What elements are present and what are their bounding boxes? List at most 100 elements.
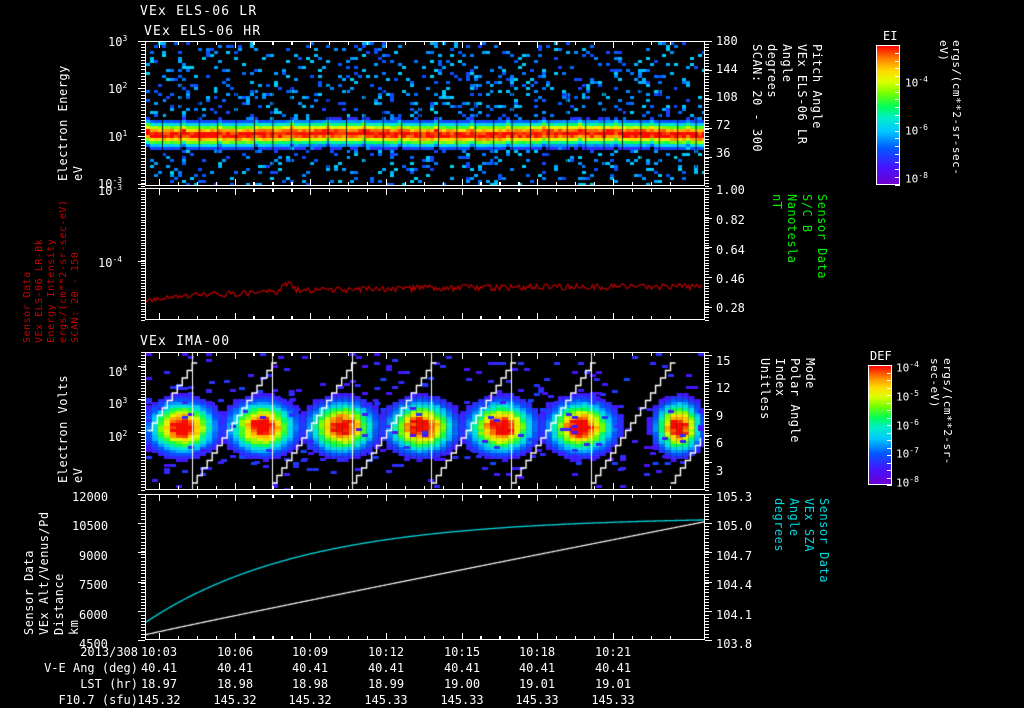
x-minor-tick [348, 353, 349, 356]
panel2-energy-intensity-plot[interactable] [145, 188, 705, 320]
x-minor-tick [292, 182, 293, 185]
x-minor-tick [556, 189, 557, 192]
x-minor-tick [500, 486, 501, 489]
x-minor-tick [273, 636, 274, 639]
x-minor-tick [651, 316, 652, 319]
x-major-tick [613, 189, 614, 195]
x-major-tick [462, 189, 463, 195]
panel1-electron-energy-spectrogram[interactable] [145, 41, 705, 186]
x-minor-tick [178, 42, 179, 45]
x-minor-tick [519, 189, 520, 192]
cbar-minor-tick [895, 99, 900, 100]
x-minor-tick [178, 353, 179, 356]
panel3-left-axis-label: Electron Volts eV [56, 358, 85, 483]
panel1-left-tick-1000: 103 [108, 34, 128, 49]
x-major-tick [537, 42, 538, 48]
panel1-right-axis-label-line5: SCAN: 20 - 300 [750, 44, 764, 153]
panel3-right-axis-label: Mode Polar Angle Index Unitless [758, 358, 817, 483]
x-major-tick [310, 189, 311, 195]
x-minor-tick [556, 495, 557, 498]
x-minor-tick [273, 42, 274, 45]
major-tick [705, 381, 712, 382]
x-minor-tick [273, 486, 274, 489]
x-minor-tick [424, 42, 425, 45]
x-major-tick [386, 189, 387, 195]
major-tick [705, 582, 712, 583]
footer-cell-times-6: 10:21 [594, 645, 632, 659]
x-minor-tick [291, 495, 292, 498]
panel2-right-axis-label-line2: S/C B [800, 194, 814, 233]
major-tick [705, 99, 712, 100]
x-minor-tick [443, 189, 444, 192]
x-minor-tick [273, 316, 274, 319]
x-major-tick [613, 42, 614, 48]
major-tick [138, 432, 145, 433]
x-minor-tick [272, 189, 273, 192]
colorbar-ei-unit-text: ergs/(cm**2-sr-sec-eV) [937, 40, 963, 176]
x-minor-tick [272, 486, 273, 489]
x-minor-tick [292, 636, 293, 639]
x-major-tick [613, 313, 614, 319]
x-minor-tick [253, 353, 254, 356]
major-tick [138, 582, 145, 583]
panel4-right-axis-label-line3: Angle [787, 498, 801, 537]
x-minor-tick [405, 486, 406, 489]
x-minor-tick [273, 189, 274, 192]
x-major-tick [613, 633, 614, 639]
footer-cell-times-2: 10:09 [291, 645, 329, 659]
x-minor-tick [253, 189, 254, 192]
x-minor-tick [481, 486, 482, 489]
x-minor-tick [424, 486, 425, 489]
major-tick [705, 435, 712, 436]
x-minor-tick [292, 316, 293, 319]
x-minor-tick [348, 189, 349, 192]
x-minor-tick [216, 495, 217, 498]
footer-cell-times-1: 10:06 [216, 645, 254, 659]
major-tick [705, 70, 712, 71]
x-minor-tick [254, 182, 255, 185]
major-tick [138, 41, 145, 42]
x-minor-tick [481, 42, 482, 45]
x-minor-tick [556, 486, 557, 489]
x-minor-tick [632, 353, 633, 356]
x-minor-tick [254, 316, 255, 319]
x-minor-tick [518, 316, 519, 319]
x-minor-tick [632, 495, 633, 498]
x-major-tick [310, 353, 311, 359]
x-minor-tick [480, 316, 481, 319]
x-minor-tick [443, 486, 444, 489]
x-minor-tick [651, 42, 652, 45]
x-minor-tick [273, 495, 274, 498]
x-minor-tick [632, 486, 633, 489]
x-minor-tick [519, 316, 520, 319]
panel2-left-axis-label-line1: Sensor Data [22, 271, 33, 343]
x-major-tick [159, 189, 160, 195]
footer-cell-lst-1: 18.98 [216, 677, 254, 691]
panel1-right-axis-label-line4: degrees [765, 44, 779, 99]
x-minor-tick [651, 182, 652, 185]
major-tick [705, 462, 712, 463]
panel3-title: VEx IMA-00 [140, 334, 231, 349]
x-minor-tick [481, 353, 482, 356]
x-major-tick [462, 179, 463, 185]
x-minor-tick [519, 636, 520, 639]
x-major-tick [462, 633, 463, 639]
major-tick [705, 494, 712, 495]
x-minor-tick [329, 636, 330, 639]
x-minor-tick [367, 189, 368, 192]
panel4-altitude-sza-plot[interactable] [145, 494, 705, 640]
x-minor-tick [367, 42, 368, 45]
cbar-minor-tick [887, 373, 892, 374]
cbar-minor-tick [887, 478, 892, 479]
x-major-tick [386, 353, 387, 359]
colorbar-ei-canvas [877, 46, 899, 184]
x-minor-tick [178, 182, 179, 185]
major-tick [705, 218, 712, 219]
x-minor-tick [632, 189, 633, 192]
x-minor-tick [519, 495, 520, 498]
x-major-tick [537, 353, 538, 359]
panel1-left-axis-label-line1: Electron Energy [56, 65, 70, 181]
x-minor-tick [594, 636, 595, 639]
x-minor-tick [651, 636, 652, 639]
panel3-ima-spectrogram[interactable] [145, 352, 705, 490]
